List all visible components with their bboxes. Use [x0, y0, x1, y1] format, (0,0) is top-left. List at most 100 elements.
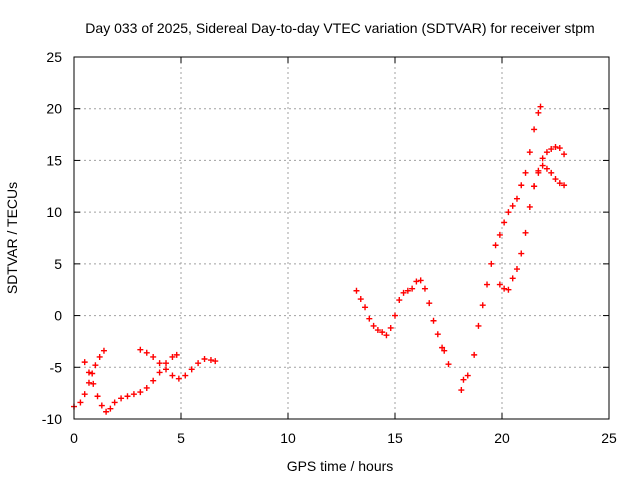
- data-point: [460, 376, 467, 383]
- data-point: [492, 242, 499, 249]
- data-point: [518, 250, 525, 257]
- data-point: [501, 285, 508, 292]
- data-point: [513, 266, 520, 273]
- data-point: [535, 109, 542, 116]
- data-point: [496, 231, 503, 238]
- data-point: [417, 277, 424, 284]
- data-point: [374, 327, 381, 334]
- y-tick-label: -10: [42, 411, 62, 427]
- x-tick-label: 0: [70, 430, 78, 446]
- data-point: [409, 285, 416, 292]
- data-point: [526, 149, 533, 156]
- data-point: [561, 151, 568, 158]
- data-point: [479, 302, 486, 309]
- data-points: [71, 103, 568, 415]
- data-point: [137, 389, 144, 396]
- data-point: [522, 229, 529, 236]
- data-point: [81, 359, 88, 366]
- data-point: [98, 402, 105, 409]
- y-tick-label: 25: [46, 49, 62, 65]
- data-point: [107, 405, 114, 412]
- data-point: [522, 169, 529, 176]
- data-point: [543, 165, 550, 172]
- data-point: [89, 370, 96, 377]
- data-point: [434, 331, 441, 338]
- data-point: [413, 278, 420, 285]
- data-point: [537, 103, 544, 110]
- data-point: [488, 260, 495, 267]
- data-point: [383, 332, 390, 339]
- data-point: [543, 149, 550, 156]
- data-point: [81, 391, 88, 398]
- data-point: [518, 182, 525, 189]
- data-point: [366, 315, 373, 322]
- data-point: [501, 219, 508, 226]
- data-point: [396, 297, 403, 304]
- data-point: [118, 395, 125, 402]
- data-point: [392, 312, 398, 319]
- x-axis-label: GPS time / hours: [287, 458, 394, 474]
- data-point: [143, 384, 150, 391]
- data-point: [207, 357, 214, 364]
- data-point: [92, 362, 99, 369]
- data-point: [548, 169, 555, 176]
- data-point: [445, 361, 452, 368]
- data-point: [484, 281, 491, 288]
- y-tick-label: 10: [46, 204, 62, 220]
- x-tick-label: 15: [387, 430, 403, 446]
- data-point: [169, 353, 176, 360]
- data-point: [175, 375, 182, 382]
- x-tick-label: 25: [601, 430, 617, 446]
- chart-title: Day 033 of 2025, Sidereal Day-to-day VTE…: [85, 20, 594, 36]
- data-point: [426, 300, 433, 307]
- y-tick-label: 5: [54, 256, 62, 272]
- data-point: [90, 380, 97, 387]
- data-point: [357, 296, 364, 303]
- data-point: [509, 275, 516, 282]
- data-point: [441, 347, 448, 354]
- x-tick-label: 20: [494, 430, 510, 446]
- data-point: [556, 145, 563, 152]
- data-point: [188, 366, 195, 373]
- data-point: [539, 162, 546, 169]
- data-point: [548, 146, 555, 153]
- y-tick-label: 0: [54, 308, 62, 324]
- data-point: [400, 289, 407, 296]
- data-point: [430, 317, 437, 324]
- y-axis-label: SDTVAR / TECUs: [4, 182, 20, 294]
- data-point: [370, 322, 377, 329]
- data-point: [404, 287, 411, 294]
- data-point: [130, 391, 137, 398]
- plot-frame: [73, 56, 610, 420]
- y-tick-label: 20: [46, 101, 62, 117]
- data-point: [458, 387, 465, 394]
- data-point: [100, 347, 107, 354]
- data-point: [96, 353, 103, 360]
- data-point: [561, 182, 568, 189]
- data-point: [94, 393, 101, 400]
- data-point: [379, 329, 386, 336]
- data-point: [421, 285, 428, 292]
- data-point: [163, 366, 170, 373]
- data-point: [137, 346, 144, 353]
- data-point: [150, 377, 157, 384]
- data-point: [464, 372, 471, 379]
- data-point: [471, 351, 478, 358]
- data-point: [143, 349, 150, 356]
- data-point: [77, 399, 84, 406]
- data-point: [509, 202, 516, 209]
- data-point: [156, 360, 163, 367]
- x-tick-label: 5: [177, 430, 185, 446]
- data-point: [212, 358, 219, 365]
- data-point: [552, 143, 559, 150]
- data-point: [496, 281, 503, 288]
- data-point: [201, 356, 208, 363]
- data-point: [362, 304, 369, 311]
- data-point: [169, 372, 176, 379]
- data-point: [85, 369, 92, 376]
- data-point: [556, 180, 563, 187]
- data-point: [535, 167, 542, 174]
- data-point: [156, 369, 163, 376]
- data-point: [163, 360, 170, 367]
